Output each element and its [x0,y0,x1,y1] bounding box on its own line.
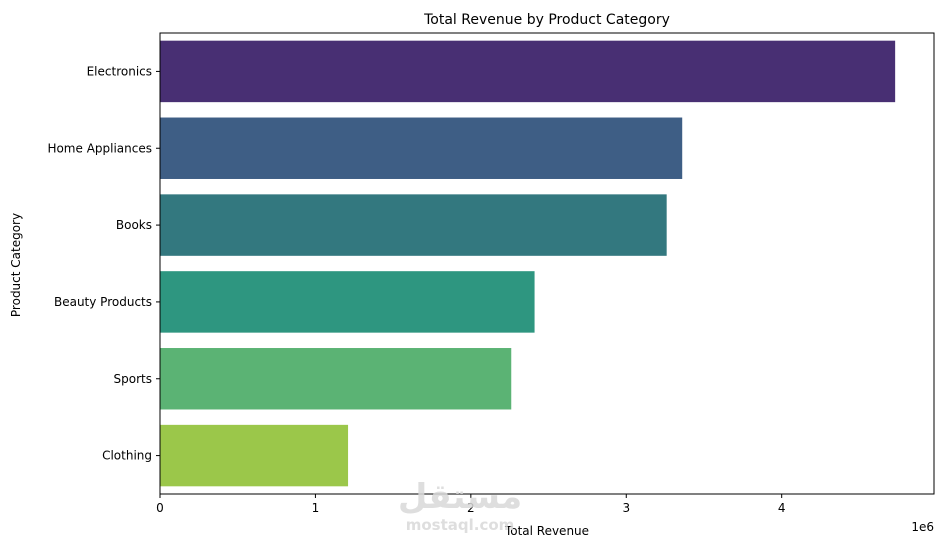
watermark-latin: mostaql.com [406,516,515,534]
y-tick-label: Sports [114,372,152,386]
y-axis-label: Product Category [9,213,23,317]
bar-books [160,194,667,256]
y-tick-label: Clothing [102,449,152,463]
bar-home-appliances [160,117,683,179]
y-tick-label: Beauty Products [54,295,152,309]
plot-frame [159,32,935,495]
bar-beauty-products [160,271,535,333]
x-tick-label: 1 [312,501,320,515]
y-tick-label: Home Appliances [47,141,152,155]
bar-sports [160,348,512,410]
bar-clothing [160,424,349,487]
watermark-arabic: مستقل [398,477,522,517]
y-tick-group: Electronics Home Appliances Books Beauty Pr… [47,64,160,463]
x-tick-label: 3 [622,501,630,515]
bars-group [160,40,896,487]
y-tick-label: Electronics [87,64,152,78]
bar-electronics [160,40,896,103]
x-tick-label: 4 [778,501,786,515]
y-tick-label: Books [116,218,152,232]
chart-title: Total Revenue by Product Category [423,12,670,28]
x-tick-group: 0 1 2 3 4 [156,494,786,515]
watermark: مستقل mostaql.com [398,477,522,534]
x-offset-label: 1e6 [911,520,934,534]
x-axis-label: Total Revenue [504,524,589,538]
x-tick-label: 2 [467,501,475,515]
x-tick-label: 0 [156,501,164,515]
